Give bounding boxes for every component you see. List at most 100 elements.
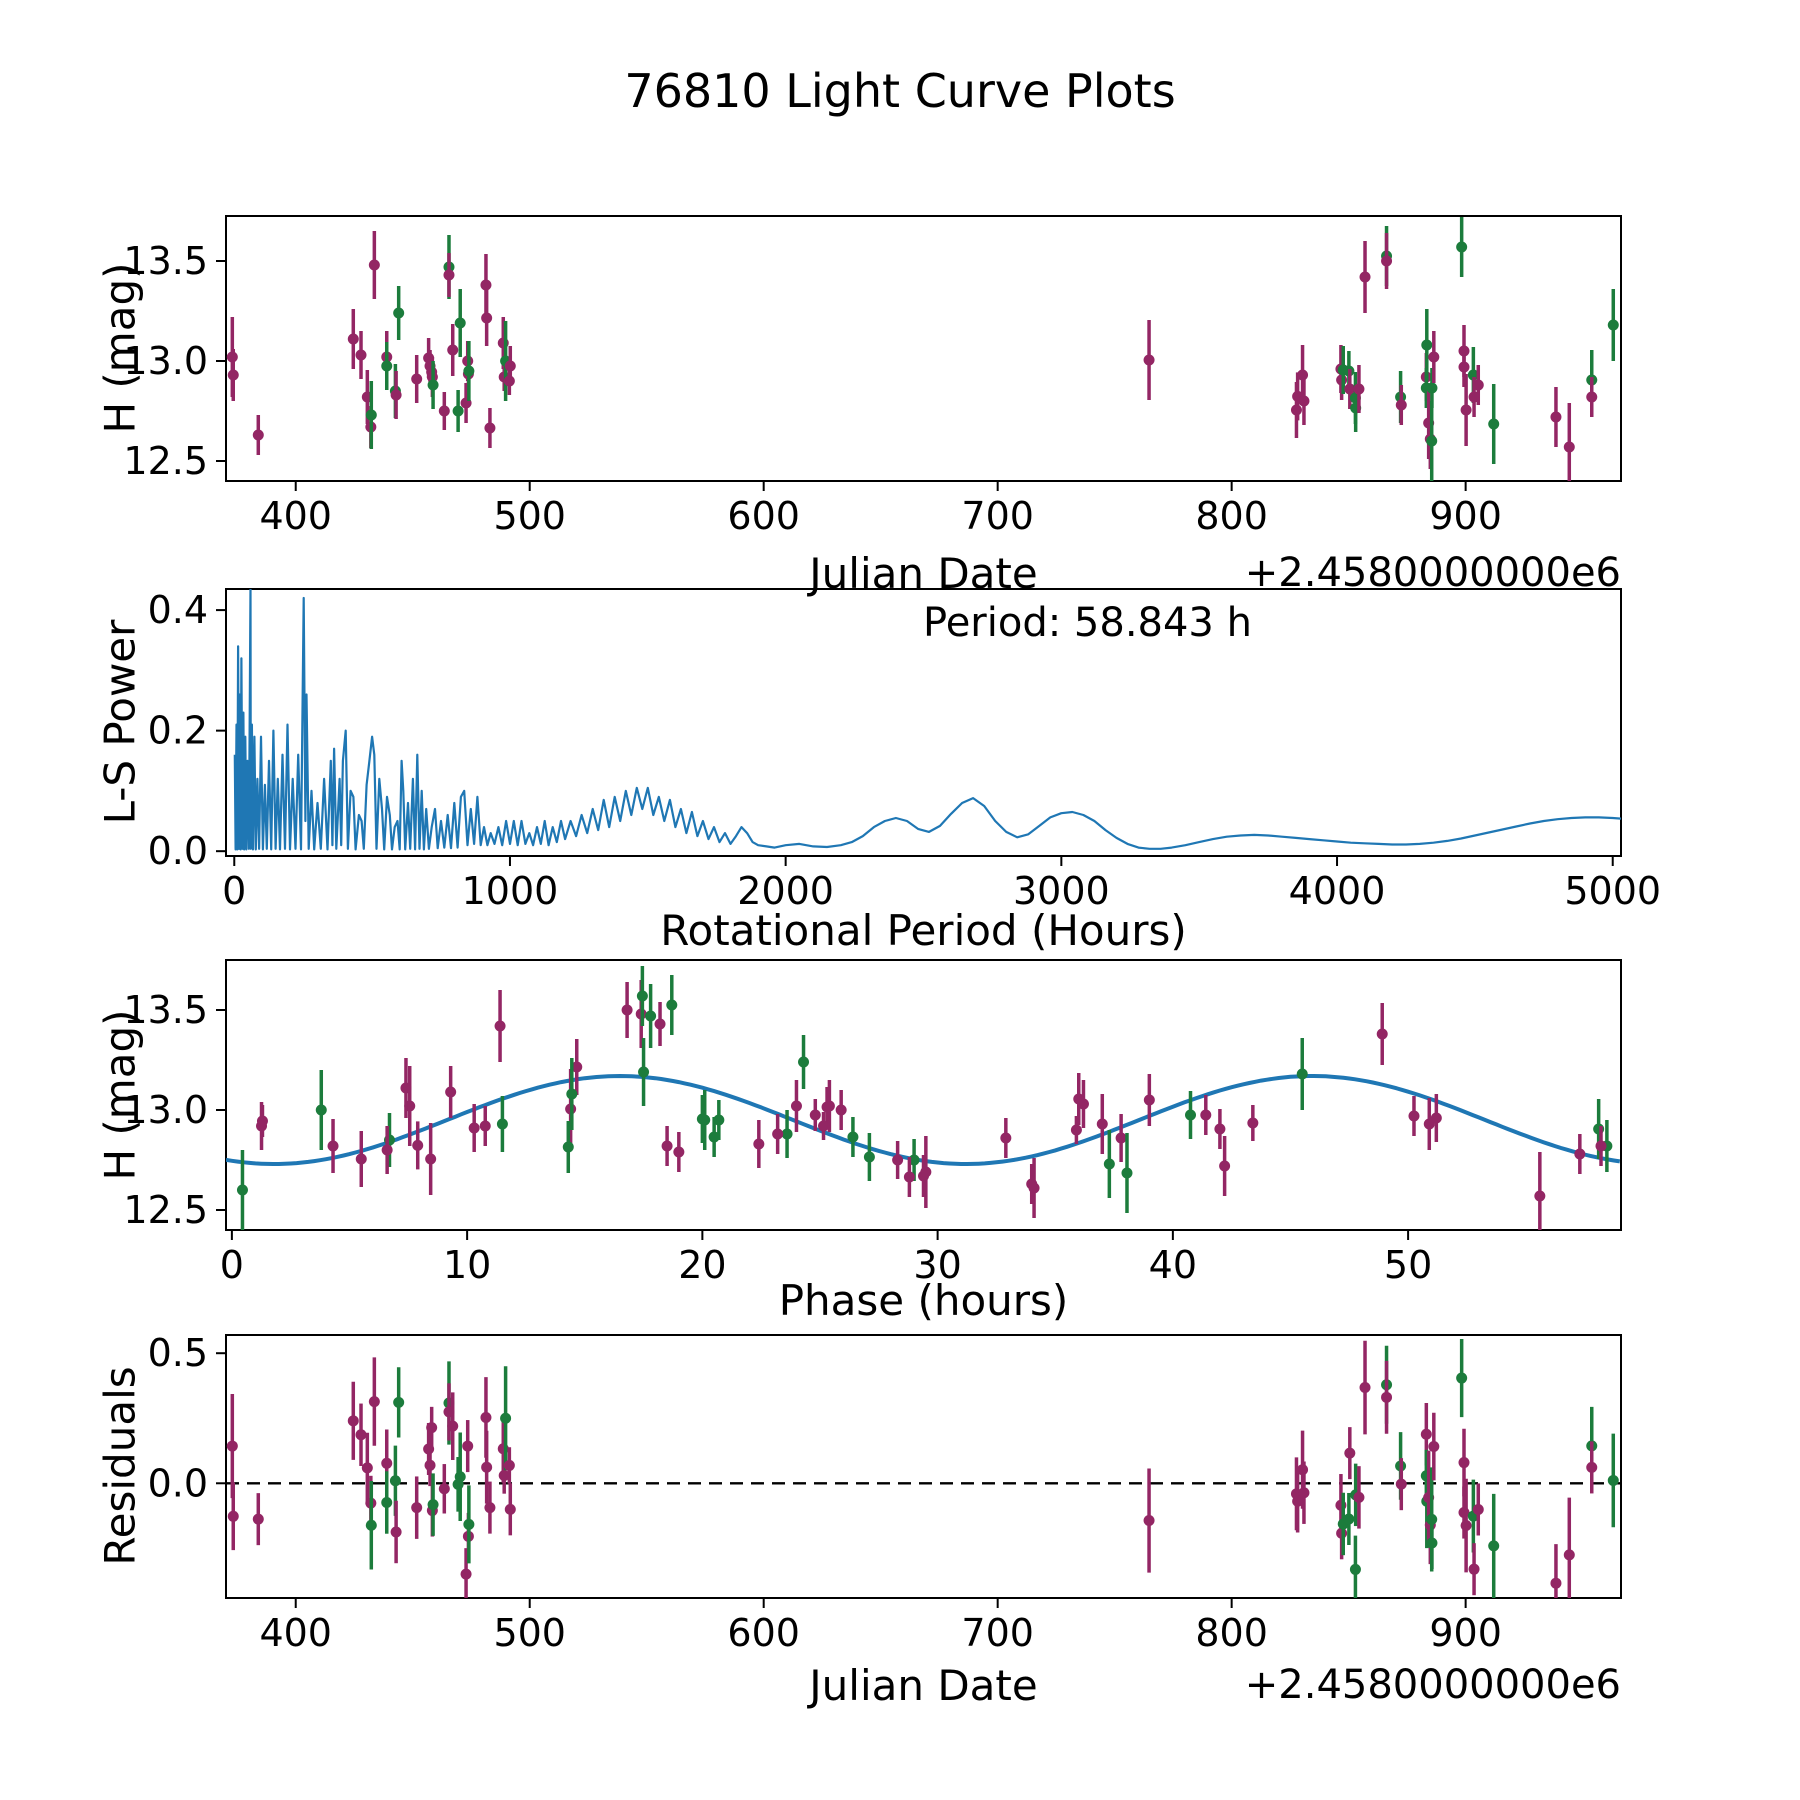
residuals-xtick-label: 500 xyxy=(493,1611,566,1655)
phase-data-point xyxy=(847,1131,859,1143)
residuals-ytick-label: 0.0 xyxy=(148,1461,208,1505)
phase-xtick-label: 20 xyxy=(678,1243,726,1287)
phase-data-point xyxy=(1430,1112,1442,1124)
residuals-data-point xyxy=(355,1429,367,1441)
residuals-data-point xyxy=(503,1459,515,1471)
residuals-data-point xyxy=(226,1440,238,1452)
residuals-data-point xyxy=(424,1459,436,1471)
residuals-data-point xyxy=(1607,1474,1619,1486)
periodogram-xtick-label: 5000 xyxy=(1564,869,1661,913)
lightcurve-data-point xyxy=(411,373,423,385)
residuals-data-point xyxy=(347,1415,359,1427)
residuals-data-point xyxy=(454,1471,466,1483)
phase-data-point xyxy=(400,1082,412,1094)
residuals-data-point xyxy=(1292,1495,1304,1507)
lightcurve-data-point xyxy=(390,389,402,401)
phase-xtick-label: 10 xyxy=(443,1243,491,1287)
residuals-data-point xyxy=(500,1412,512,1424)
residuals-data-point xyxy=(1468,1563,1480,1575)
residuals-plot-area xyxy=(226,1339,1621,1598)
phase-data-point xyxy=(571,1061,583,1073)
residuals-data-point xyxy=(462,1440,474,1452)
residuals-data-point xyxy=(438,1483,450,1495)
period-annotation: Period: 58.843 h xyxy=(923,600,1252,646)
residuals-data-point xyxy=(480,1411,492,1423)
lightcurve-data-point xyxy=(1428,351,1440,363)
phase-data-point xyxy=(1115,1132,1127,1144)
phase-data-point xyxy=(892,1154,904,1166)
lightcurve-data-point xyxy=(427,379,439,391)
lightcurve-ytick-label: 12.5 xyxy=(123,439,208,483)
residuals-data-point xyxy=(1298,1487,1310,1499)
periodogram-xtick-label: 1000 xyxy=(462,869,559,913)
residuals-data-point xyxy=(463,1518,475,1530)
phase-data-point xyxy=(1376,1028,1388,1040)
residuals-data-point xyxy=(1420,1428,1432,1440)
lightcurve-data-point xyxy=(1353,383,1365,395)
phase-data-point xyxy=(1096,1118,1108,1130)
lightcurve-xtick-label: 800 xyxy=(1195,494,1268,538)
phase-data-point xyxy=(479,1120,491,1132)
phase-data-point xyxy=(908,1154,920,1166)
page-title: 76810 Light Curve Plots xyxy=(624,64,1176,118)
phase-data-point xyxy=(809,1109,821,1121)
lightcurve-xtick-label: 500 xyxy=(493,494,566,538)
phase-data-point xyxy=(1595,1140,1607,1152)
lightcurve-data-point xyxy=(1467,369,1479,381)
residuals-xtick-label: 600 xyxy=(727,1611,800,1655)
phase-data-point xyxy=(1103,1158,1115,1170)
lightcurve-data-point xyxy=(1359,271,1371,283)
phase-data-point xyxy=(713,1114,725,1126)
phase-data-point xyxy=(823,1100,835,1112)
phase-data-point xyxy=(666,999,678,1011)
lightcurve-ytick-label: 13.0 xyxy=(123,339,208,383)
residuals-data-point xyxy=(361,1462,373,1474)
lightcurve-xtick-label: 900 xyxy=(1429,494,1502,538)
lightcurve-xtick-label: 600 xyxy=(727,494,800,538)
lightcurve-data-point xyxy=(1421,339,1433,351)
residuals-data-point xyxy=(1460,1520,1472,1532)
residuals-data-point xyxy=(1550,1577,1562,1589)
residuals-data-point xyxy=(1381,1391,1393,1403)
phase-data-point xyxy=(790,1100,802,1112)
phase-data-point xyxy=(1200,1109,1212,1121)
residuals-data-point xyxy=(484,1502,496,1514)
residuals-data-point xyxy=(381,1457,393,1469)
lightcurve-data-point xyxy=(452,405,464,417)
lightcurve-data-point xyxy=(1298,395,1310,407)
residuals-data-point xyxy=(1428,1441,1440,1453)
periodogram-ylabel: L-S Power xyxy=(95,619,145,825)
residuals-data-point xyxy=(1359,1382,1371,1394)
phase-xtick-label: 30 xyxy=(913,1243,961,1287)
phase-data-point xyxy=(1214,1123,1226,1135)
residuals-xtick-label: 700 xyxy=(961,1611,1034,1655)
lightcurve-data-point xyxy=(454,317,466,329)
phase-data-point xyxy=(562,1141,574,1153)
periodogram-xlabel: Rotational Period (Hours) xyxy=(660,906,1187,955)
residuals-data-point xyxy=(389,1475,401,1487)
lightcurve-data-point xyxy=(355,349,367,361)
phase-data-point xyxy=(1000,1132,1012,1144)
lightcurve-data-point xyxy=(463,365,475,377)
phase-data-point xyxy=(468,1122,480,1134)
residuals-ytick-label: 0.5 xyxy=(148,1331,208,1375)
phase-data-point xyxy=(496,1118,508,1130)
lightcurve-axes-frame xyxy=(225,215,1622,482)
residuals-data-point xyxy=(447,1420,459,1432)
lightcurve-data-point xyxy=(1426,382,1438,394)
lightcurve-data-point xyxy=(393,307,405,319)
phase-data-point xyxy=(818,1120,830,1132)
residuals-data-point xyxy=(1472,1503,1484,1515)
phase-data-point xyxy=(1121,1167,1133,1179)
lightcurve-data-point xyxy=(347,333,359,345)
phase-data-point xyxy=(1408,1110,1420,1122)
phase-data-point xyxy=(781,1128,793,1140)
periodogram-ytick-label: 0.4 xyxy=(148,588,208,632)
residuals-data-point xyxy=(381,1497,393,1509)
periodogram-axes-frame xyxy=(225,588,1622,857)
residuals-data-point xyxy=(390,1526,402,1538)
phase-data-point xyxy=(753,1138,765,1150)
lightcurve-data-point xyxy=(1488,418,1500,430)
